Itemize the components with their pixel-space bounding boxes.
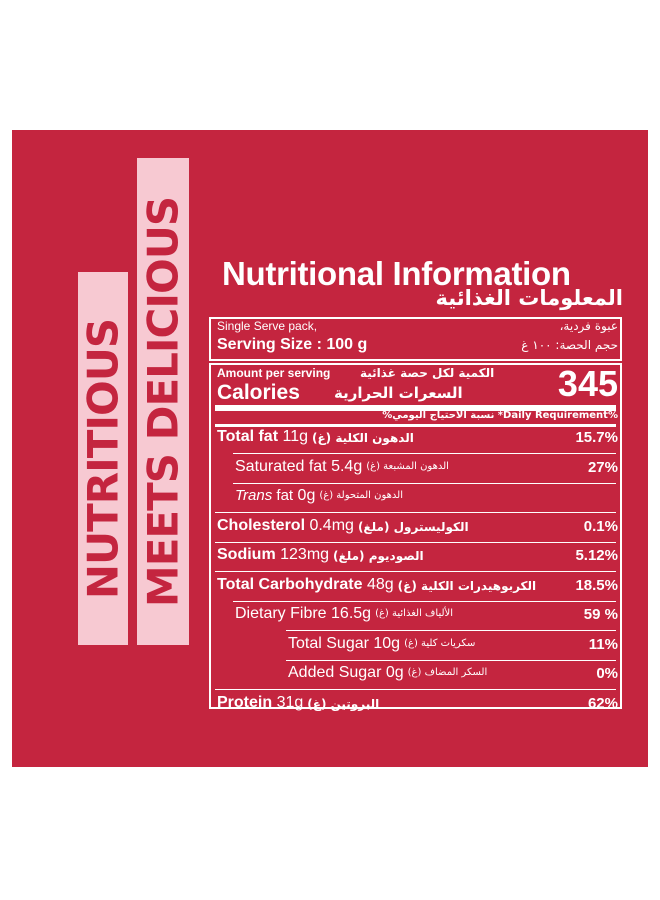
row-divider	[215, 571, 616, 572]
row-divider	[215, 512, 616, 513]
serving-size-ar: حجم الحصة: ١٠٠ غ	[521, 338, 618, 352]
nutrient-name-ar: الدهون المشبعة (غ)	[366, 460, 449, 472]
calories-label-ar: السعرات الحرارية	[334, 384, 463, 402]
divider-medium	[215, 424, 616, 427]
nutrient-name-ar: الصوديوم (ملغ)	[333, 549, 424, 563]
calories-value: 345	[557, 363, 618, 404]
side-label-meets-delicious: MEETS DELICIOUS	[137, 158, 189, 645]
nutrient-daily-value: 62%	[587, 694, 618, 712]
nutrient-daily-value: 0.1%	[583, 517, 618, 535]
nutrient-daily-value: 59 %	[583, 606, 618, 623]
row-divider	[215, 689, 616, 690]
daily-requirement-note: %Daily Requirement* نسبة الاحتياج اليومي…	[382, 410, 618, 421]
side-label-nutritious: NUTRITIOUS	[78, 272, 128, 645]
nutrition-title: Nutritional Information	[222, 255, 571, 292]
nutrient-daily-value: 5.12%	[575, 547, 618, 564]
nutrient-daily-value: 0%	[596, 665, 618, 682]
nutrient-name: Sodium 123mg	[217, 546, 330, 563]
nutrient-name-ar: الكربوهيدرات الكلية (غ)	[397, 578, 537, 593]
nutrient-amount: 0g	[293, 487, 316, 504]
nutrient-name: Cholesterol 0.4mg	[217, 516, 354, 534]
serving-size: Serving Size : 100 g	[217, 336, 368, 353]
amount-per-serving-ar: الكمية لكل حصة غذائية	[360, 366, 495, 380]
nutrient-amount: 31g	[272, 693, 304, 711]
row-divider	[233, 482, 616, 484]
nutrient-name-ar: البروتين (غ)	[307, 696, 380, 711]
nutrient-amount: 5.4g	[326, 457, 363, 475]
row-divider	[233, 600, 616, 602]
side-label-text-2: MEETS DELICIOUS	[138, 196, 188, 607]
nutrient-name-ar: الدهون الكلية (غ)	[311, 431, 414, 445]
row-divider	[233, 453, 616, 454]
pack-text-ar: عبوة فردية،	[559, 319, 618, 333]
nutrient-amount: 16.5g	[326, 605, 372, 622]
nutrient-daily-value: 15.7%	[575, 429, 618, 446]
calories-label: Calories	[217, 381, 300, 404]
row-divider	[215, 541, 616, 543]
serving-box	[209, 317, 622, 361]
nutrient-amount: 0g	[381, 664, 404, 681]
nutrient-name-ar: سكريات كلية (غ)	[404, 637, 476, 649]
nutrient-name: Total fat 11g	[217, 428, 308, 445]
nutrient-name: Protein 31g	[217, 693, 304, 711]
nutrient-name: Total Sugar 10g	[288, 634, 401, 652]
nutrient-name: Added Sugar 0g	[288, 664, 404, 681]
nutrient-name: Trans fat 0g	[235, 487, 316, 504]
side-label-text-1: NUTRITIOUS	[78, 318, 128, 599]
amount-per-serving: Amount per serving	[217, 366, 331, 380]
nutrient-amount: 0.4mg	[305, 516, 354, 534]
nutrient-daily-value: 27%	[587, 458, 618, 476]
nutrient-name: Total Carbohydrate 48g	[217, 575, 394, 593]
row-divider	[286, 630, 616, 631]
nutrient-daily-value: 11%	[588, 635, 618, 653]
nutrient-amount: 10g	[368, 634, 401, 652]
nutrient-name: Saturated fat 5.4g	[235, 457, 363, 475]
nutrient-name-ar: السكر المضاف (غ)	[407, 667, 488, 678]
nutrients-box	[209, 363, 622, 709]
nutrient-name-ar: الكوليسترول (ملغ)	[357, 519, 469, 534]
nutrient-name-ar: الدهون المتحولة (غ)	[319, 490, 403, 501]
nutrient-name-ar: الألياف الغذائية (غ)	[375, 608, 453, 619]
divider-thick	[215, 405, 616, 411]
nutrient-amount: 48g	[362, 575, 394, 593]
nutrient-daily-value: 18.5%	[575, 576, 618, 594]
nutrient-name: Dietary Fibre 16.5g	[235, 605, 372, 622]
pack-text: Single Serve pack,	[217, 319, 318, 333]
nutrient-amount: 11g	[278, 428, 308, 445]
row-divider	[286, 659, 616, 661]
nutrient-amount: 123mg	[275, 546, 330, 563]
nutrition-title-ar: المعلومات الغذائية	[435, 286, 623, 310]
